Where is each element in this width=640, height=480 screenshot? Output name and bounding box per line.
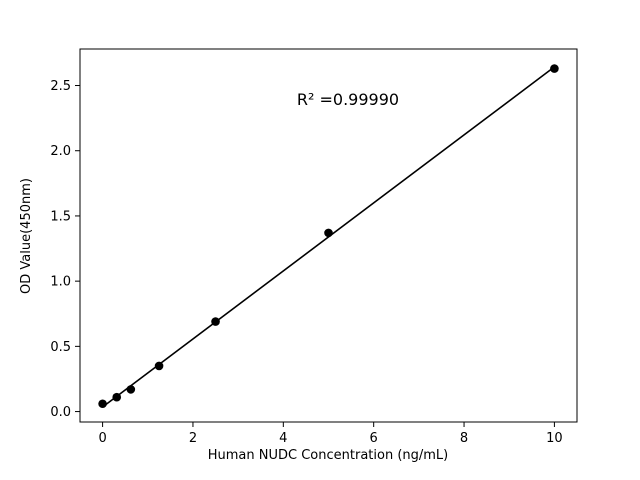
x-tick-label: 0 [98, 431, 106, 446]
series-layer [98, 64, 559, 409]
annotation-layer: R² =0.99990 [297, 90, 399, 109]
y-tick-label: 0.0 [50, 405, 71, 420]
y-tick-label: 2.0 [50, 144, 71, 159]
data-point [112, 392, 122, 402]
data-point [550, 64, 559, 73]
y-axis-label: OD Value(450nm) [19, 178, 34, 294]
x-tick-label: 6 [370, 431, 378, 446]
y-tick-label: 0.5 [50, 340, 71, 355]
data-point [98, 399, 107, 409]
x-tick-label: 4 [279, 431, 287, 446]
y-tick-label: 1.5 [50, 209, 71, 224]
x-tick-label: 10 [546, 431, 563, 446]
data-point [324, 228, 333, 238]
data-point [154, 361, 164, 371]
data-point [211, 317, 220, 326]
y-tick-label: 1.0 [50, 275, 71, 290]
x-tick-label: 2 [189, 431, 197, 446]
ticks-layer: 0 2 4 6 8 10 0.0 0.5 1.0 1.5 2.0 2.5 [50, 79, 562, 446]
data-point [126, 385, 136, 394]
x-axis-label: Human NUDC Concentration (ng/mL) [208, 448, 449, 463]
r-squared-annotation: R² =0.99990 [297, 90, 399, 109]
x-tick-label: 8 [460, 431, 468, 446]
y-tick-label: 2.5 [50, 79, 71, 94]
